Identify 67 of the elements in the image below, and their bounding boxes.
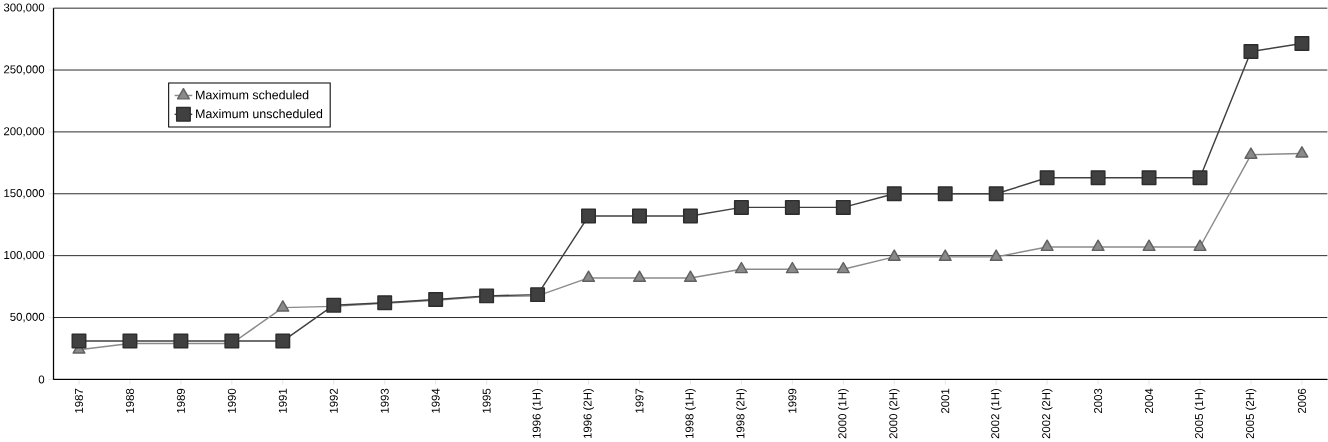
point <box>988 186 1004 202</box>
x-tick-label: 1998 (1H) <box>685 388 696 438</box>
x-tick-label: 1993 <box>380 388 389 413</box>
x-tick-label: 1988 <box>125 388 134 413</box>
point <box>1243 43 1259 59</box>
point <box>1142 239 1156 251</box>
x-tick-label: 2004 <box>1145 388 1154 413</box>
point <box>682 208 698 224</box>
point <box>836 261 850 274</box>
point <box>581 270 596 282</box>
legend-label: Maximum scheduled <box>196 90 309 100</box>
point <box>937 186 953 202</box>
y-tick-label: 200,000 <box>4 127 45 137</box>
point <box>784 199 800 215</box>
x-tick-label: 1996 (1H) <box>532 388 543 438</box>
x-tick-label: 2002 (1H) <box>990 388 1002 439</box>
y-tick-label: 50,000 <box>10 312 45 323</box>
x-tick-label: 2000 (1H) <box>838 388 849 439</box>
point <box>276 299 290 312</box>
point <box>581 208 597 224</box>
x-tick-label: 1989 <box>176 388 185 413</box>
x-tick-label: 1991 <box>278 388 287 413</box>
x-tick-label: 2003 <box>1094 388 1103 413</box>
x-tick-label: 2000 (2H) <box>888 388 900 439</box>
point <box>733 199 749 215</box>
point <box>71 333 87 349</box>
point <box>1193 239 1207 251</box>
point <box>1294 35 1310 51</box>
point <box>887 249 901 261</box>
point <box>785 261 799 274</box>
x-tick-label: 1995 <box>482 388 491 413</box>
point <box>1039 170 1055 185</box>
x-tick-label: 2005 (1H) <box>1194 388 1206 439</box>
point <box>683 270 698 282</box>
x-tick-label: 1997 <box>635 388 644 413</box>
x-tick-label: 1992 <box>329 388 338 413</box>
point <box>1295 145 1309 158</box>
point <box>734 261 748 274</box>
y-tick-label: 0 <box>38 375 45 384</box>
y-tick-label: 250,000 <box>4 65 45 75</box>
legend-label: Maximum unscheduled <box>196 108 323 118</box>
point <box>1244 147 1258 159</box>
point <box>275 333 291 349</box>
x-tick-label: 1994 <box>431 388 440 413</box>
point <box>1040 239 1054 251</box>
x-tick-label: 1990 <box>227 388 236 413</box>
point <box>632 208 647 224</box>
x-tick-label: 2005 (2H) <box>1245 388 1257 439</box>
point <box>886 186 902 202</box>
x-tick-label: 1987 <box>74 388 84 413</box>
point <box>835 199 851 215</box>
y-tick-label: 300,000 <box>3 3 45 13</box>
y-tick-label: 150,000 <box>4 188 45 199</box>
x-tick-label: 1999 <box>788 388 797 413</box>
point <box>989 249 1003 261</box>
x-tick-label: 2001 <box>941 388 950 413</box>
point <box>632 270 647 282</box>
point <box>938 249 952 261</box>
x-tick-label: 1996 (2H) <box>583 388 594 438</box>
x-tick-label: 2002 (2H) <box>1041 388 1053 439</box>
point <box>1141 170 1157 185</box>
x-tick-label: 1998 (2H) <box>736 388 747 438</box>
point <box>1192 170 1208 185</box>
y-tick-label: 100,000 <box>4 250 45 261</box>
point <box>1091 239 1105 251</box>
x-tick-label: 2006 <box>1297 388 1306 413</box>
point <box>1090 170 1106 185</box>
